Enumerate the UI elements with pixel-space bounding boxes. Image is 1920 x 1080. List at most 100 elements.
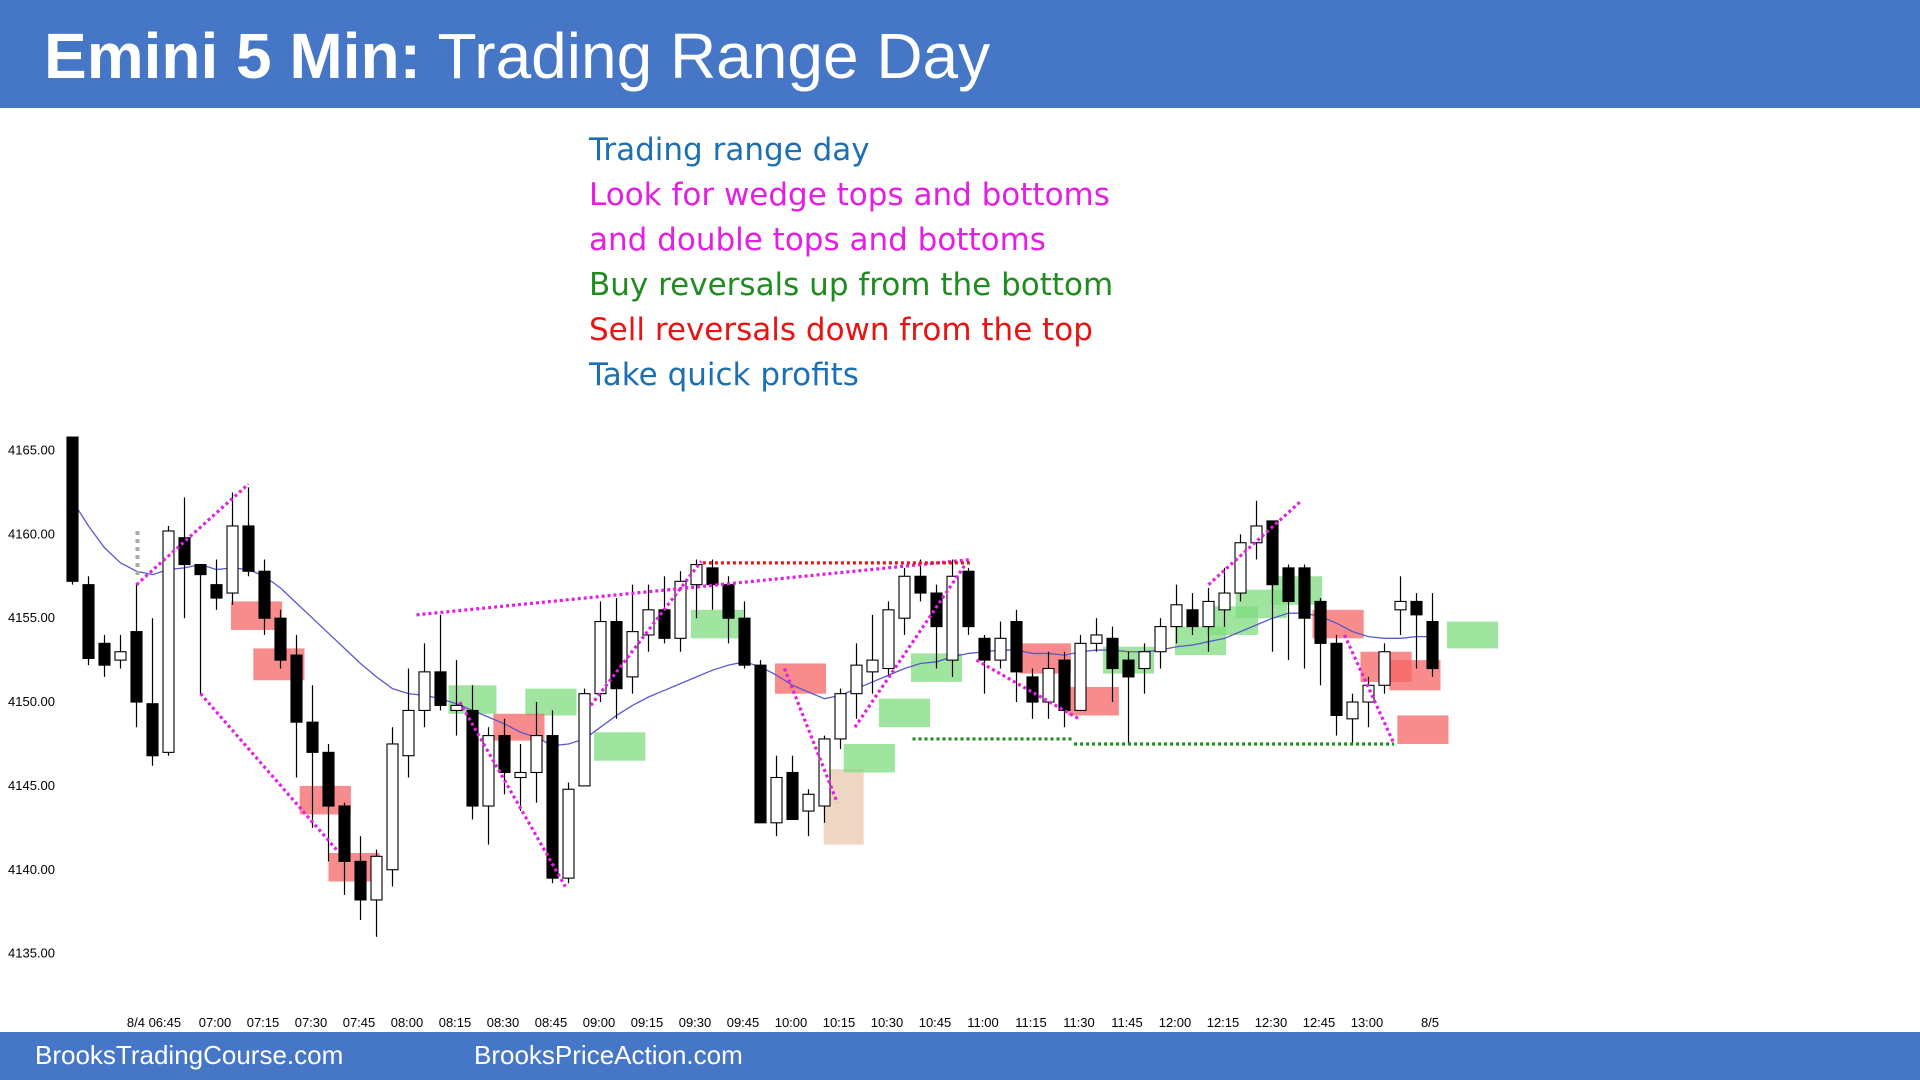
wedge-line [783,667,839,804]
bear-candle [306,721,319,753]
buy-zone [594,732,646,761]
wedge-line [135,482,250,586]
y-tick-label: 4135.00 [8,946,55,961]
bear-candle [914,575,927,594]
bear-candle [98,642,111,666]
x-tick-label: 12:30 [1255,1015,1288,1030]
sell-zone [1397,715,1449,744]
bear-candle [786,771,799,820]
bear-candle [466,709,479,807]
moving-average-line [71,500,1433,747]
buy-zone [1270,576,1323,605]
buy-zone [843,743,895,773]
bull-candle [946,575,959,661]
x-tick-label: 08:30 [487,1015,520,1030]
bear-candle [978,637,991,661]
bear-candle [1314,600,1327,644]
bull-candle [1234,542,1247,594]
bull-candle [418,671,431,711]
bear-candle [146,703,159,757]
x-tick-label: 12:00 [1159,1015,1192,1030]
wedge-line [199,692,338,851]
bull-candle [898,575,911,619]
bear-candle [242,525,255,572]
bear-candle [754,664,767,824]
bear-candle [66,436,79,582]
header-bar: Emini 5 Min: Trading Range Day [0,0,1920,108]
bull-candle [674,580,687,639]
bear-candle [1426,621,1439,670]
x-tick-label: 11:30 [1063,1015,1095,1030]
bear-candle [546,735,559,879]
bear-candle [194,563,207,576]
bull-candle [594,621,607,695]
bear-candle [290,654,303,723]
x-tick-label: 10:00 [775,1015,808,1030]
footer-link-brookspriceaction[interactable]: BrooksPriceAction.com [474,1040,743,1070]
bull-candle [1074,642,1087,711]
bull-candle [866,659,879,673]
bull-candle [1154,626,1167,653]
x-tick-label: 09:30 [679,1015,712,1030]
bull-candle [450,704,463,711]
x-tick-label: 10:30 [871,1015,904,1030]
wedge-line [416,557,972,617]
x-tick-label: 09:15 [631,1015,664,1030]
price-chart: 4165.00 4160.00 4155.00 4150.00 4145.00 4140.… [8,436,1499,1030]
bull-candle [1346,701,1359,720]
bull-candle [562,788,575,879]
bull-candle [1202,600,1215,628]
bear-candle [1026,676,1039,703]
x-tick-label: 09:00 [583,1015,616,1030]
note-line: Sell reversals down from the top [589,312,1093,348]
wedge-line [589,560,703,707]
x-tick-label: 07:15 [247,1015,280,1030]
note-line: Take quick profits [589,357,859,393]
bull-candle [530,735,543,774]
x-tick-label: 08:45 [535,1015,568,1030]
bear-candle [930,592,943,628]
bull-candle [482,735,495,807]
note-line: Trading range day [589,132,870,168]
bull-candle [882,609,895,670]
bull-candle [1218,592,1231,611]
x-tick-label: 09:45 [727,1015,760,1030]
footer-link-brookstradingcourse[interactable]: BrooksTradingCourse.com [35,1040,344,1070]
page-title: Emini 5 Min: Trading Range Day [44,18,990,94]
y-tick-label: 4140.00 [8,862,55,877]
wedge-line [853,563,967,729]
bull-candle [994,637,1007,661]
x-tick-label: 07:30 [295,1015,328,1030]
bull-candle [690,563,703,586]
x-tick-label: 11:15 [1015,1015,1047,1030]
bull-candle [1394,600,1407,611]
bull-candle [770,776,783,824]
bull-candle [642,609,655,636]
footer-bar: BrooksTradingCourse.com BrooksPriceActio… [0,1032,1920,1080]
x-tick-label: 07:00 [199,1015,232,1030]
x-tick-label: 07:45 [343,1015,376,1030]
bear-candle [1298,567,1311,619]
bull-candle [162,530,175,753]
bear-candle [1330,642,1343,717]
bear-candle [258,570,271,619]
x-tick-label: 12:45 [1303,1015,1336,1030]
bear-candle [322,751,335,807]
bear-candle [1282,567,1295,602]
bear-candle [210,584,223,599]
bear-candle [178,537,191,566]
bull-candle [1378,651,1391,686]
buy-zone [878,698,931,728]
x-tick-label: 08:15 [439,1015,472,1030]
bear-candle [1058,659,1071,711]
x-tick-label: 8/4 06:45 [127,1015,181,1030]
x-tick-label: 13:00 [1351,1015,1384,1030]
buy-zone [525,688,577,716]
bull-candle [370,855,383,901]
bull-candle [1362,684,1375,703]
bear-candle [498,735,511,774]
bear-candle [610,621,623,690]
bull-candle [850,664,863,695]
bull-candle [1090,634,1103,644]
bull-candle [1250,525,1263,544]
